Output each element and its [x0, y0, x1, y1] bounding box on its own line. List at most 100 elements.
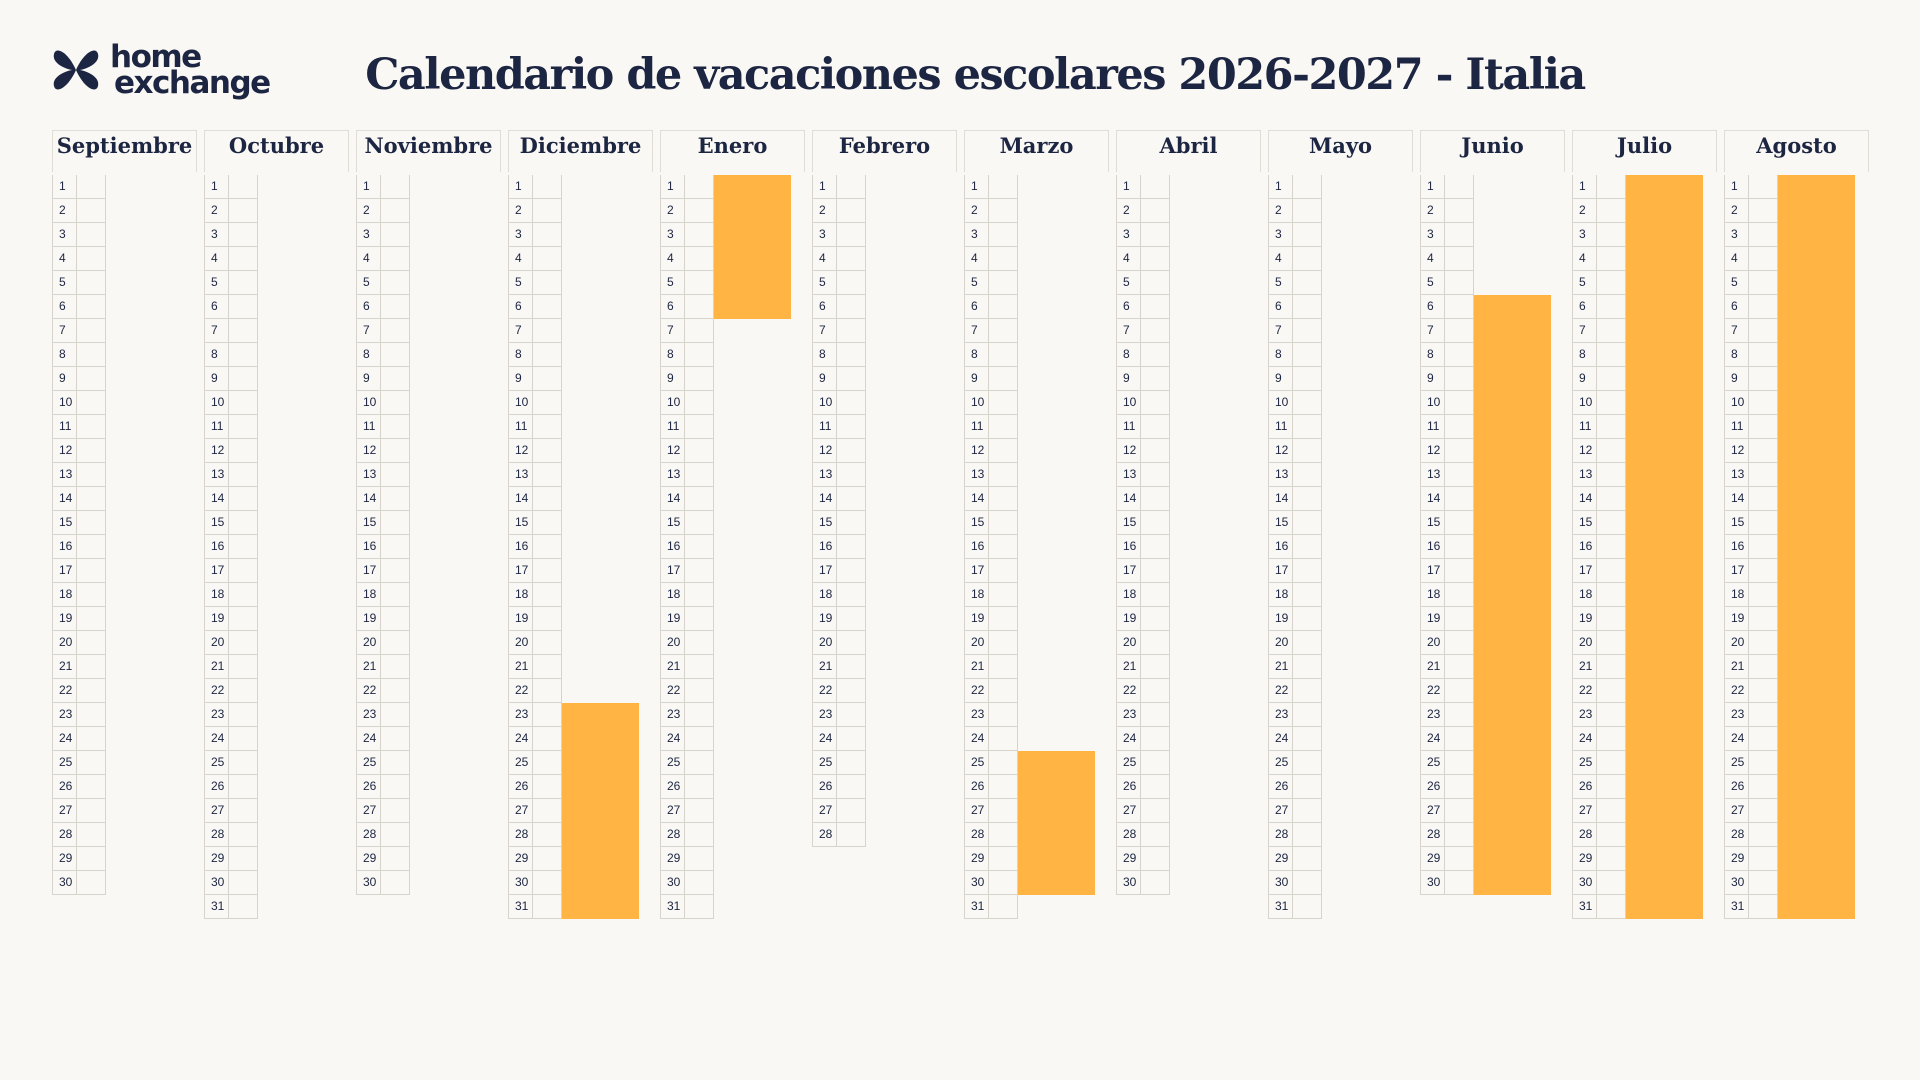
day-number: 5: [205, 271, 229, 294]
day-row: 1: [204, 175, 258, 199]
day-cell: [229, 583, 258, 606]
day-number: 26: [357, 775, 381, 798]
day-cell: [837, 751, 866, 774]
day-number: 24: [1117, 727, 1141, 750]
day-number: 26: [53, 775, 77, 798]
homeexchange-logo: home exchange: [52, 42, 271, 99]
day-row: 15: [52, 511, 106, 535]
day-cell: [685, 703, 714, 726]
day-cell: [77, 223, 106, 246]
day-number: 31: [1573, 895, 1597, 918]
day-number: 23: [1573, 703, 1597, 726]
day-cell: [229, 727, 258, 750]
day-number: 15: [965, 511, 989, 534]
day-row: 6: [1420, 295, 1474, 319]
day-row: 23: [204, 703, 258, 727]
day-row: 17: [1268, 559, 1322, 583]
day-number: 8: [813, 343, 837, 366]
day-cell: [77, 487, 106, 510]
day-cell: [381, 487, 410, 510]
day-number: 10: [1573, 391, 1597, 414]
day-row: 7: [1116, 319, 1170, 343]
day-cell: [685, 559, 714, 582]
day-number: 26: [1117, 775, 1141, 798]
day-row: 25: [1116, 751, 1170, 775]
day-cell: [533, 679, 562, 702]
day-cell: [1597, 895, 1626, 918]
day-row: 21: [508, 655, 562, 679]
day-row: 8: [1724, 343, 1778, 367]
day-number: 18: [509, 583, 533, 606]
day-cell: [229, 295, 258, 318]
day-row: 24: [508, 727, 562, 751]
day-row: 23: [52, 703, 106, 727]
day-row: 7: [52, 319, 106, 343]
day-cell: [1293, 727, 1322, 750]
day-row: 27: [52, 799, 106, 823]
day-number: 20: [661, 631, 685, 654]
day-number: 31: [1725, 895, 1749, 918]
day-cell: [1749, 703, 1778, 726]
day-row: 11: [1572, 415, 1626, 439]
day-number: 8: [661, 343, 685, 366]
day-cell: [77, 367, 106, 390]
day-row: 28: [1420, 823, 1474, 847]
day-number: 10: [813, 391, 837, 414]
day-number: 18: [1573, 583, 1597, 606]
day-cell: [77, 199, 106, 222]
day-number: 19: [1573, 607, 1597, 630]
day-cell: [837, 583, 866, 606]
day-number: 20: [965, 631, 989, 654]
day-row: 18: [1116, 583, 1170, 607]
day-cell: [533, 487, 562, 510]
day-cell: [381, 871, 410, 894]
day-number: 9: [1573, 367, 1597, 390]
day-cell: [1445, 703, 1474, 726]
day-number: 2: [1573, 199, 1597, 222]
day-cell: [685, 583, 714, 606]
day-row: 4: [52, 247, 106, 271]
day-row: 30: [1724, 871, 1778, 895]
day-cell: [837, 607, 866, 630]
day-number: 2: [509, 199, 533, 222]
day-number: 19: [53, 607, 77, 630]
day-row: 23: [1420, 703, 1474, 727]
day-number: 7: [813, 319, 837, 342]
day-row: 29: [1572, 847, 1626, 871]
holiday-bar: [1018, 751, 1095, 895]
day-number: 28: [1725, 823, 1749, 846]
day-cell: [837, 679, 866, 702]
day-cell: [837, 391, 866, 414]
day-cell: [229, 247, 258, 270]
day-row: 4: [660, 247, 714, 271]
day-number: 22: [509, 679, 533, 702]
day-number: 14: [205, 487, 229, 510]
day-row: 9: [812, 367, 866, 391]
day-cell: [229, 223, 258, 246]
day-number: 7: [509, 319, 533, 342]
day-row: 19: [1268, 607, 1322, 631]
day-cell: [837, 343, 866, 366]
page-title: Calendario de vacaciones escolares 2026-…: [365, 50, 1586, 100]
day-row: 5: [1724, 271, 1778, 295]
day-cell: [837, 823, 866, 846]
day-number: 2: [53, 199, 77, 222]
day-cell: [1141, 463, 1170, 486]
day-row: 27: [660, 799, 714, 823]
day-cell: [837, 271, 866, 294]
day-row: 30: [660, 871, 714, 895]
day-number: 23: [965, 703, 989, 726]
day-row: 28: [812, 823, 866, 847]
month-column: Noviembre 1 2 3 4 5 6 7 8 9 10 11 12 13 14 15 16 17 18 19 20…: [356, 130, 501, 895]
day-row: 30: [204, 871, 258, 895]
day-row: 4: [812, 247, 866, 271]
day-number: 7: [1573, 319, 1597, 342]
day-row: 3: [660, 223, 714, 247]
day-row: 1: [812, 175, 866, 199]
day-number: 7: [357, 319, 381, 342]
day-row: 9: [1724, 367, 1778, 391]
day-row: 6: [508, 295, 562, 319]
day-cell: [685, 439, 714, 462]
day-number: 15: [1421, 511, 1445, 534]
day-number: 19: [661, 607, 685, 630]
